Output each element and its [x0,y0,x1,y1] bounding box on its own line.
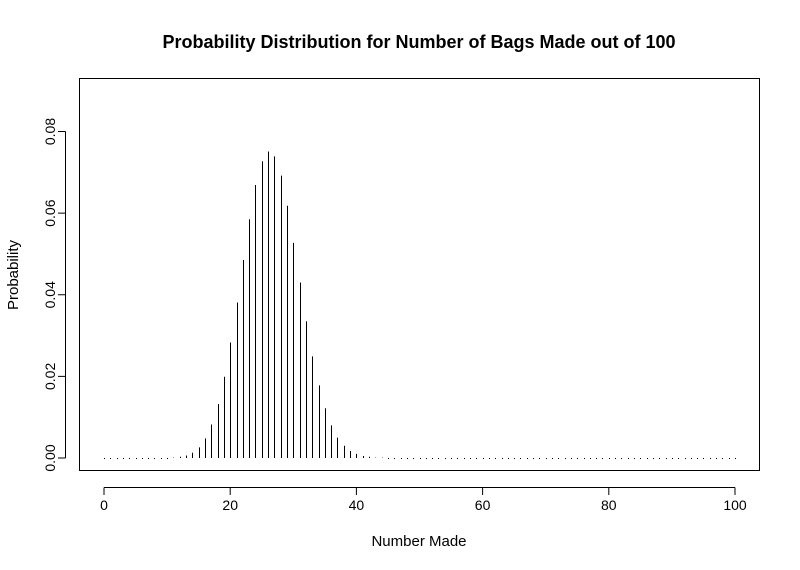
bars-group [104,151,736,459]
y-axis: 0.00 0.02 0.04 0.06 0.08 [42,118,66,472]
x-axis: 0 20 40 60 80 100 [100,487,747,513]
x-tick-label: 20 [222,497,238,513]
y-tick-label: 0.04 [42,281,58,308]
x-tick-label: 40 [349,497,365,513]
y-tick-label: 0.06 [42,199,58,226]
chart-title: Probability Distribution for Number of B… [162,32,675,52]
y-axis-label: Probability [5,239,22,310]
x-tick-label: 60 [475,497,491,513]
x-tick-label: 0 [100,497,108,513]
x-tick-label: 80 [601,497,617,513]
y-tick-label: 0.02 [42,363,58,390]
y-tick-label: 0.00 [42,444,58,471]
x-tick-label: 100 [723,497,747,513]
plot-frame [79,78,760,471]
x-axis-label: Number Made [371,533,466,550]
y-tick-label: 0.08 [42,118,58,145]
